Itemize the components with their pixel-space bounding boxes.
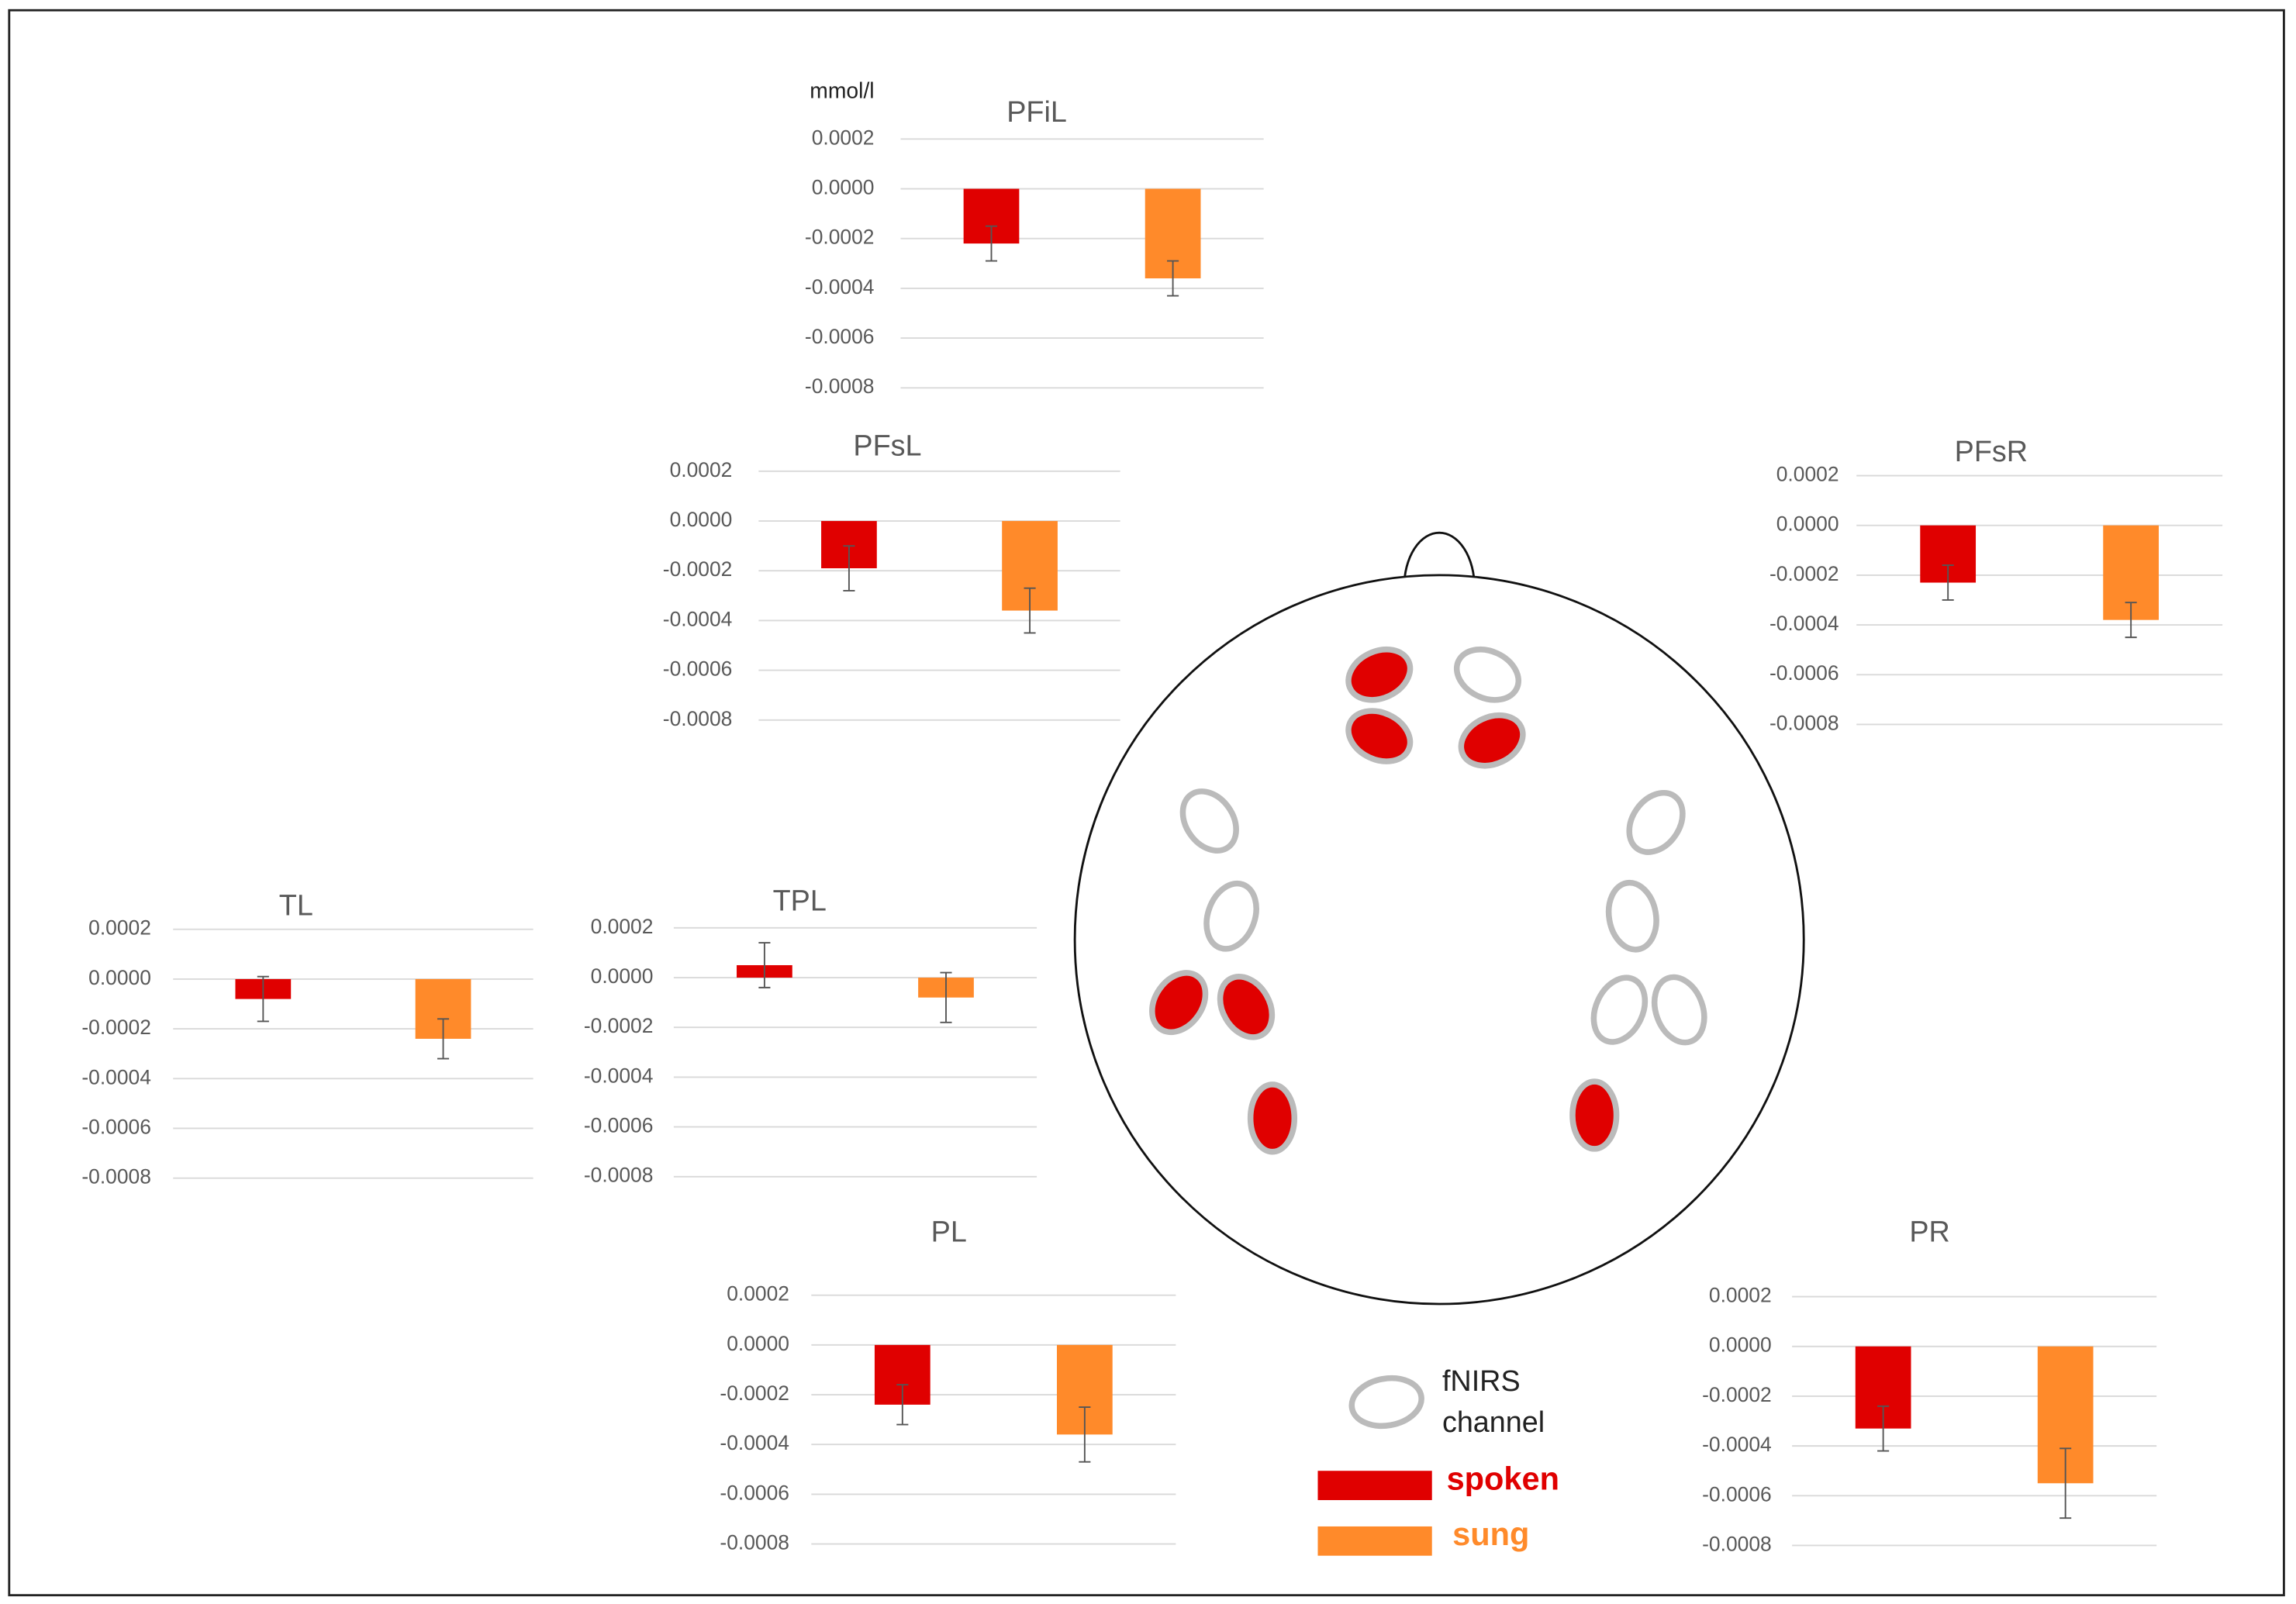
legend-channel-label: fNIRS bbox=[1442, 1364, 1521, 1397]
y-tick-label: -0.0002 bbox=[584, 1014, 654, 1037]
channel-active bbox=[1217, 974, 1276, 1040]
channel-active bbox=[1345, 708, 1414, 764]
y-tick-label: 0.0002 bbox=[591, 915, 654, 938]
y-tick-label: 0.0000 bbox=[727, 1332, 789, 1355]
channel-active bbox=[1345, 646, 1414, 703]
chart-title: PFiL bbox=[1006, 95, 1067, 128]
y-tick-label: 0.0000 bbox=[812, 176, 875, 199]
error-bar bbox=[985, 225, 998, 262]
y-tick-label: -0.0002 bbox=[663, 557, 733, 581]
y-tick-label: -0.0008 bbox=[584, 1164, 654, 1187]
legend-channel-label: channel bbox=[1442, 1406, 1545, 1438]
chart-title: TL bbox=[279, 888, 313, 921]
y-tick-label: 0.0002 bbox=[670, 458, 733, 481]
channel bbox=[1203, 880, 1259, 952]
y-tick-label: -0.0008 bbox=[81, 1165, 151, 1188]
y-tick-label: -0.0008 bbox=[663, 707, 733, 730]
chart-title: PL bbox=[931, 1215, 967, 1247]
legend-label: spoken bbox=[1447, 1460, 1559, 1496]
error-bar bbox=[843, 545, 855, 592]
y-tick-label: -0.0004 bbox=[720, 1431, 789, 1454]
channel-active bbox=[1247, 1081, 1298, 1155]
error-bar bbox=[437, 1018, 450, 1060]
y-tick-label: -0.0002 bbox=[720, 1382, 789, 1405]
y-tick-label: -0.0002 bbox=[81, 1016, 151, 1039]
chart-title: PFsR bbox=[1955, 435, 2028, 467]
y-tick-label: 0.0000 bbox=[1709, 1333, 1772, 1357]
y-tick-label: -0.0004 bbox=[584, 1064, 654, 1087]
y-tick-label: -0.0002 bbox=[805, 226, 875, 249]
chart-title: PR bbox=[1909, 1215, 1949, 1247]
channel bbox=[1179, 788, 1239, 854]
channel-active bbox=[1569, 1078, 1620, 1152]
y-tick-label: -0.0004 bbox=[805, 275, 875, 298]
y-tick-label: 0.0002 bbox=[812, 126, 875, 149]
legend-swatch bbox=[1317, 1526, 1432, 1556]
y-tick-label: 0.0002 bbox=[1776, 463, 1839, 486]
y-tick-label: -0.0004 bbox=[663, 607, 733, 630]
chart-title: TPL bbox=[773, 885, 827, 917]
error-bar bbox=[1024, 587, 1036, 634]
y-tick-label: 0.0000 bbox=[591, 964, 654, 988]
channel bbox=[1590, 974, 1649, 1045]
y-tick-label: 0.0002 bbox=[727, 1282, 789, 1306]
y-tick-label: -0.0006 bbox=[1702, 1482, 1772, 1506]
y-tick-label: -0.0006 bbox=[1769, 661, 1839, 685]
y-tick-label: -0.0002 bbox=[1769, 562, 1839, 585]
y-tick-label: -0.0002 bbox=[1702, 1383, 1772, 1406]
y-tick-label: -0.0008 bbox=[720, 1531, 789, 1554]
head-diagram bbox=[1073, 531, 1805, 1430]
error-bar bbox=[896, 1384, 909, 1426]
legend-swatch bbox=[1317, 1471, 1432, 1500]
legend-label: sung bbox=[1452, 1516, 1529, 1552]
y-tick-label: -0.0006 bbox=[663, 657, 733, 681]
y-tick-label: -0.0006 bbox=[81, 1115, 151, 1138]
nose bbox=[1403, 531, 1476, 587]
error-bar bbox=[2125, 602, 2137, 639]
error-bar bbox=[940, 971, 952, 1023]
chart-title: PFsL bbox=[853, 429, 921, 462]
y-tick-label: -0.0006 bbox=[584, 1114, 654, 1137]
y-tick-label: -0.0008 bbox=[805, 374, 875, 398]
y-tick-label: -0.0004 bbox=[1702, 1433, 1772, 1456]
y-tick-label: 0.0002 bbox=[1709, 1284, 1772, 1307]
y-tick-label: -0.0006 bbox=[805, 325, 875, 348]
y-tick-label: -0.0004 bbox=[81, 1065, 151, 1088]
channel bbox=[1626, 789, 1686, 855]
y-axis-label: mmol/l bbox=[810, 78, 874, 102]
error-bar bbox=[257, 975, 269, 1023]
head bbox=[1073, 574, 1805, 1306]
channel-active bbox=[1458, 712, 1526, 769]
error-bar bbox=[1167, 260, 1179, 297]
y-tick-label: 0.0000 bbox=[670, 508, 733, 531]
channel bbox=[1605, 879, 1659, 953]
channel bbox=[1453, 646, 1521, 703]
error-bar bbox=[1079, 1406, 1091, 1463]
y-tick-label: 0.0002 bbox=[88, 916, 151, 940]
y-tick-label: -0.0008 bbox=[1702, 1532, 1772, 1555]
channel-active bbox=[1149, 970, 1209, 1036]
error-bar bbox=[1942, 564, 1954, 601]
y-tick-label: -0.0008 bbox=[1769, 711, 1839, 734]
channel bbox=[1651, 974, 1707, 1046]
y-tick-label: -0.0006 bbox=[720, 1481, 789, 1504]
error-bar bbox=[1877, 1405, 1890, 1452]
y-tick-label: -0.0004 bbox=[1769, 612, 1839, 635]
error-bar bbox=[758, 942, 771, 988]
error-bar bbox=[2059, 1447, 2072, 1519]
y-tick-label: 0.0000 bbox=[88, 966, 151, 989]
y-tick-label: 0.0000 bbox=[1776, 512, 1839, 536]
legend-channel-icon bbox=[1348, 1375, 1424, 1430]
